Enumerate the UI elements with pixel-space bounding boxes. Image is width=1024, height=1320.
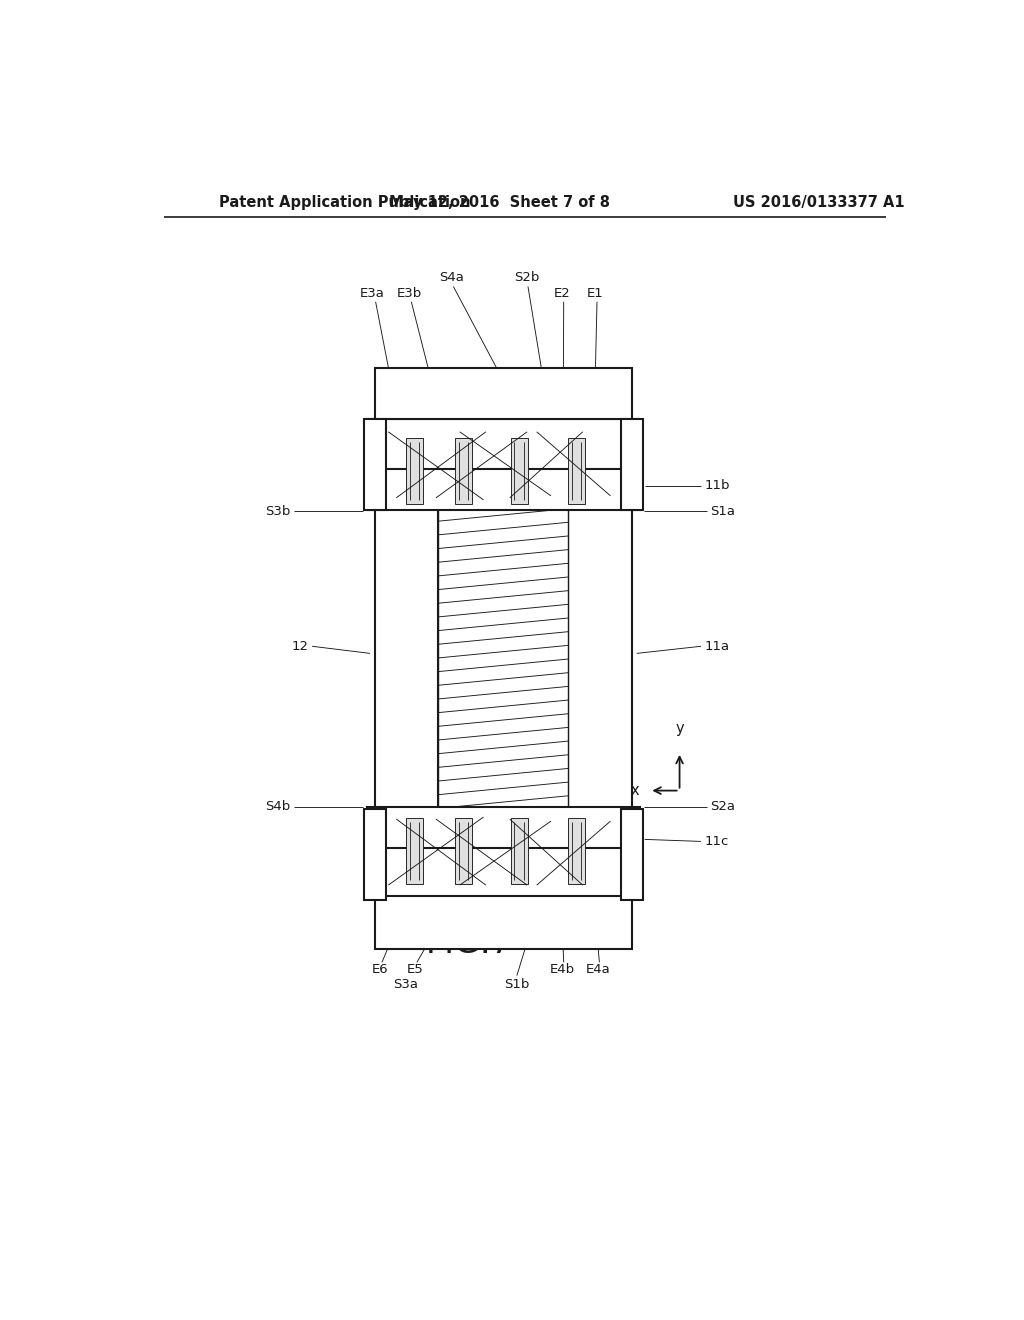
Bar bbox=[511, 438, 528, 504]
Text: S4a: S4a bbox=[439, 272, 464, 284]
Text: 12: 12 bbox=[292, 640, 309, 653]
Bar bbox=[367, 470, 640, 510]
Text: FIG.7: FIG.7 bbox=[426, 927, 513, 960]
Text: US 2016/0133377 A1: US 2016/0133377 A1 bbox=[732, 194, 904, 210]
Text: 11b: 11b bbox=[705, 479, 730, 492]
Bar bbox=[455, 438, 472, 504]
Text: 13: 13 bbox=[501, 392, 522, 411]
Bar bbox=[375, 368, 632, 418]
Text: S3a: S3a bbox=[393, 978, 418, 990]
Bar bbox=[438, 508, 568, 809]
Bar bbox=[567, 818, 585, 884]
Bar bbox=[367, 807, 640, 847]
Bar bbox=[455, 818, 472, 884]
Text: E2: E2 bbox=[554, 286, 570, 300]
Text: S1a: S1a bbox=[710, 504, 734, 517]
Text: May 12, 2016  Sheet 7 of 8: May 12, 2016 Sheet 7 of 8 bbox=[389, 194, 610, 210]
Bar bbox=[568, 508, 632, 809]
Text: S4b: S4b bbox=[265, 800, 291, 813]
Bar bbox=[511, 818, 528, 884]
Bar bbox=[621, 418, 643, 510]
Bar bbox=[406, 438, 423, 504]
Text: y: y bbox=[675, 721, 684, 735]
Bar bbox=[367, 418, 640, 508]
Bar bbox=[364, 809, 386, 900]
Bar bbox=[621, 809, 643, 900]
Bar bbox=[406, 818, 423, 884]
Bar bbox=[375, 896, 632, 949]
Text: E1: E1 bbox=[587, 286, 604, 300]
Bar bbox=[375, 508, 438, 809]
Text: S3b: S3b bbox=[265, 504, 291, 517]
Bar bbox=[364, 418, 386, 510]
Text: E5: E5 bbox=[407, 964, 424, 977]
Bar bbox=[367, 809, 640, 899]
Text: E6: E6 bbox=[372, 964, 389, 977]
Bar bbox=[567, 438, 585, 504]
Text: 11c: 11c bbox=[705, 836, 728, 847]
Text: x: x bbox=[631, 783, 639, 799]
Text: E4a: E4a bbox=[586, 964, 610, 977]
Text: S2a: S2a bbox=[710, 800, 734, 813]
Text: Patent Application Publication: Patent Application Publication bbox=[219, 194, 471, 210]
Text: E3a: E3a bbox=[360, 286, 385, 300]
Text: S1b: S1b bbox=[504, 978, 529, 990]
Text: E4b: E4b bbox=[550, 964, 574, 977]
Text: 11a: 11a bbox=[705, 640, 729, 653]
Text: E3b: E3b bbox=[396, 286, 422, 300]
Text: S2b: S2b bbox=[514, 272, 539, 284]
